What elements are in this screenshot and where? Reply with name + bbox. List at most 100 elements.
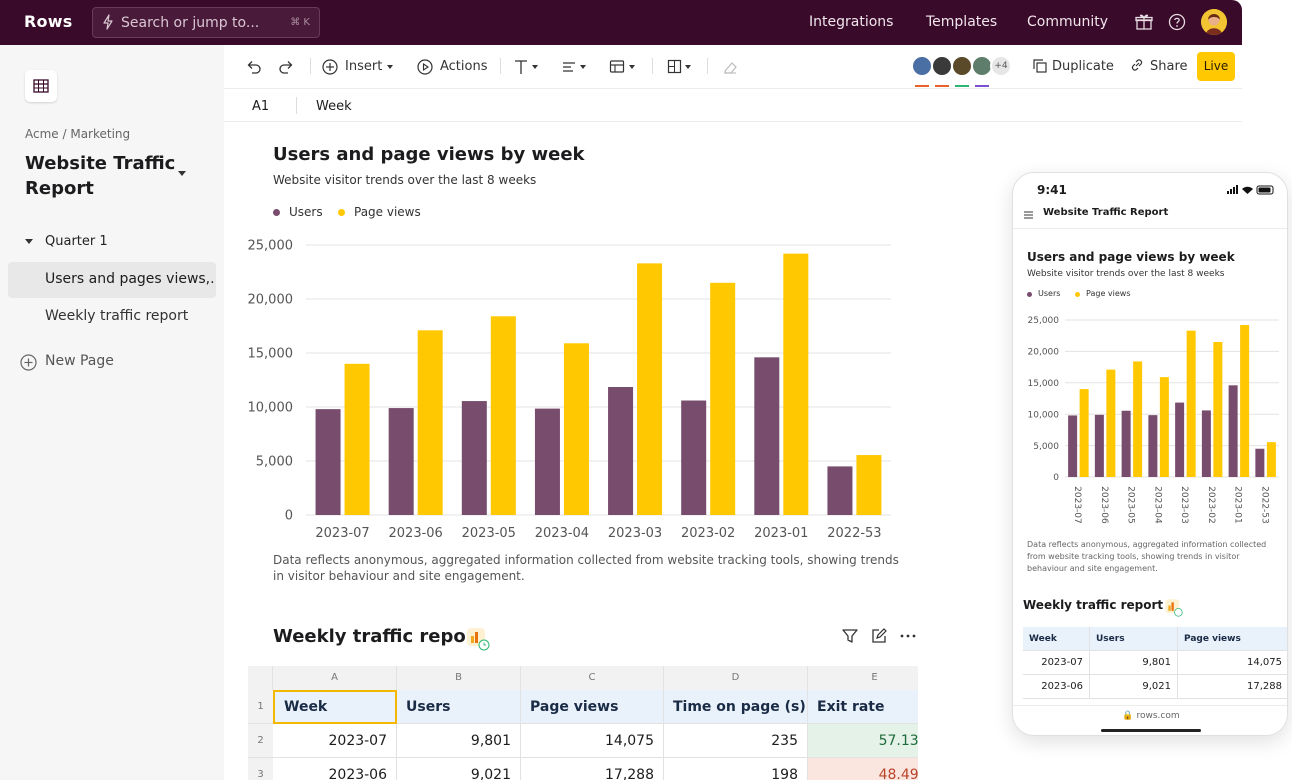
column-header-a[interactable]: A [273,666,397,690]
more-options-icon[interactable] [899,627,917,645]
nav-community[interactable]: Community [1027,14,1109,30]
phone-bar-chart: 0 5,000 10,000 15,000 20,000 25,000 2023-07 202… [1028,316,1279,524]
bar-page-views [417,330,443,515]
header-cell-exit-rate[interactable]: Exit rate [808,690,918,724]
y-tick-label: 5,000 [1033,442,1059,452]
search-placeholder: Search or jump to... [121,15,260,31]
share-button[interactable]: Share [1130,56,1188,78]
phone-table-cell[interactable]: 9,021 [1090,675,1178,699]
collaborator-avatar[interactable] [931,55,953,77]
bar-users [1255,448,1265,477]
phone-table-cell[interactable]: 2023-07 [1023,651,1090,675]
formula-input[interactable]: Week [316,99,352,114]
search-shortcut: ⌘ K [290,17,310,28]
legend-label: Page views [354,205,421,219]
row-header-2[interactable]: 2 [248,724,273,758]
chevron-down-icon [685,65,691,69]
phone-table-cell[interactable]: 9,801 [1090,651,1178,675]
table-cell[interactable]: 9,801 [397,724,521,758]
table-format-icon [609,60,625,73]
align-button[interactable] [562,56,588,78]
bar-users [608,387,634,515]
phone-header-cell[interactable]: Users [1090,627,1178,651]
column-header-d[interactable]: D [664,666,808,690]
live-button[interactable]: Live [1197,52,1235,81]
y-tick-label: 15,000 [248,347,294,362]
edit-icon[interactable] [870,627,888,645]
header-cell-page-views[interactable]: Page views [521,690,664,724]
bar-users [461,401,487,515]
phone-doc-header: Website Traffic Report [1013,199,1287,229]
x-tick-label: 2023-02 [681,526,735,541]
nav-integrations[interactable]: Integrations [809,14,894,30]
bar-users [1148,415,1158,477]
bar-users [1094,414,1104,477]
redo-icon[interactable] [278,56,296,78]
table-cell-exit-rate-bad[interactable]: 48.49% [808,758,918,780]
duplicate-button[interactable]: Duplicate [1033,56,1119,78]
sidebar-page-users-page-views[interactable]: Users and pages views,. [8,262,216,298]
column-header-b[interactable]: B [397,666,521,690]
bar-page-views [1213,341,1223,477]
phone-table-title: Weekly traffic report [1023,598,1164,612]
search-box[interactable]: Search or jump to... ⌘ K [92,7,320,38]
collaborator-avatar[interactable] [951,55,973,77]
phone-header-cell[interactable]: Page views [1178,627,1287,651]
app-window: Rows Search or jump to... ⌘ K Integratio… [0,0,1242,780]
phone-table-cell[interactable]: 2023-06 [1023,675,1090,699]
legend-swatch [273,209,280,216]
table-cell[interactable]: 9,021 [397,758,521,780]
table-cell[interactable]: 198 [664,758,808,780]
analytics-integration-icon[interactable] [464,625,490,651]
header-cell-users[interactable]: Users [397,690,521,724]
phone-header-cell[interactable]: Week [1023,627,1090,651]
insert-menu-button[interactable]: Insert [322,56,396,78]
y-tick-label: 0 [1053,473,1059,483]
phone-table-cell[interactable]: 17,288 [1178,675,1287,699]
grid-corner[interactable] [248,666,273,690]
sidebar-page-weekly-traffic[interactable]: Weekly traffic report [8,299,216,335]
phone-url-text: rows.com [1136,711,1180,721]
gift-icon[interactable] [1135,13,1153,31]
table-cell[interactable]: 235 [664,724,808,758]
collaborator-avatar[interactable] [911,55,933,77]
user-avatar[interactable] [1201,9,1227,35]
header-cell-time-on-page[interactable]: Time on page (s) [664,690,808,724]
spreadsheet-icon[interactable] [25,70,57,102]
cell-format-button[interactable] [609,56,637,78]
undo-icon[interactable] [244,56,262,78]
borders-button[interactable] [667,56,693,78]
help-icon[interactable] [1168,13,1186,31]
y-tick-label: 20,000 [1028,348,1060,358]
row-header-3[interactable]: 3 [248,758,273,780]
header-cell-week[interactable]: Week [273,690,397,724]
row-header-1[interactable]: 1 [248,690,273,724]
phone-table-cell[interactable]: 14,075 [1178,651,1287,675]
bar-page-views [637,263,663,515]
more-collaborators[interactable]: +4 [990,55,1012,77]
column-header-e[interactable]: E [808,666,918,690]
x-tick-label: 2023-04 [1152,486,1162,524]
breadcrumb[interactable]: Acme / Marketing [25,127,131,141]
column-header-c[interactable]: C [521,666,664,690]
chart-footnote: Data reflects anonymous, aggregated info… [273,553,899,583]
presence-bar [955,85,969,87]
nav-templates[interactable]: Templates [926,14,998,30]
app-logo[interactable]: Rows [24,12,73,31]
eraser-icon[interactable] [722,56,738,78]
table-cell[interactable]: 14,075 [521,724,664,758]
table-cell[interactable]: 17,288 [521,758,664,780]
table-cell-exit-rate-good[interactable]: 57.13% [808,724,918,758]
text-format-button[interactable] [514,56,540,78]
phone-url: 🔒 rows.com [1122,711,1180,721]
table-cell[interactable]: 2023-07 [273,724,397,758]
table-cell[interactable]: 2023-06 [273,758,397,780]
document-title[interactable]: Website Traffic Report [25,153,176,199]
filter-icon[interactable] [841,627,859,645]
actions-button[interactable]: Actions [417,56,488,78]
menu-icon[interactable] [1024,211,1033,219]
bar-users [534,408,560,515]
chevron-down-icon[interactable] [178,171,186,176]
cell-reference[interactable]: A1 [252,99,270,114]
formula-divider [296,97,297,114]
